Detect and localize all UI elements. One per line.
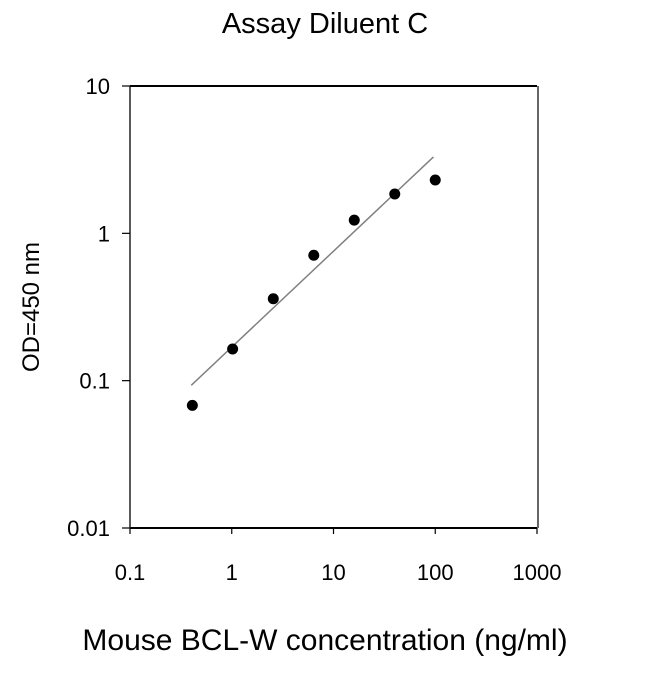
x-axis-title: Mouse BCL-W concentration (ng/ml) [82, 624, 568, 657]
y-tick-label: 0.01 [67, 516, 110, 541]
y-tick-label: 10 [86, 74, 110, 99]
data-point [308, 249, 320, 261]
data-points [186, 174, 441, 411]
data-point [186, 399, 198, 411]
x-tick-label: 1000 [513, 560, 562, 585]
x-tick-label: 0.1 [115, 560, 146, 585]
y-tick-label: 1 [98, 221, 110, 246]
chart-title: Assay Diluent C [221, 8, 429, 40]
data-point [227, 343, 239, 355]
x-axis: 0.1 1 10 100 1000 [115, 528, 562, 585]
data-point [348, 214, 360, 226]
y-tick-label: 0.1 [79, 369, 110, 394]
x-tick-label: 100 [417, 560, 454, 585]
plot-frame [129, 85, 539, 529]
data-point [267, 293, 279, 305]
x-tick-label: 1 [226, 560, 238, 585]
x-tick-label: 10 [321, 560, 345, 585]
data-point [429, 174, 441, 186]
data-point [389, 188, 401, 200]
y-axis: 0.01 0.1 1 10 [67, 74, 130, 541]
